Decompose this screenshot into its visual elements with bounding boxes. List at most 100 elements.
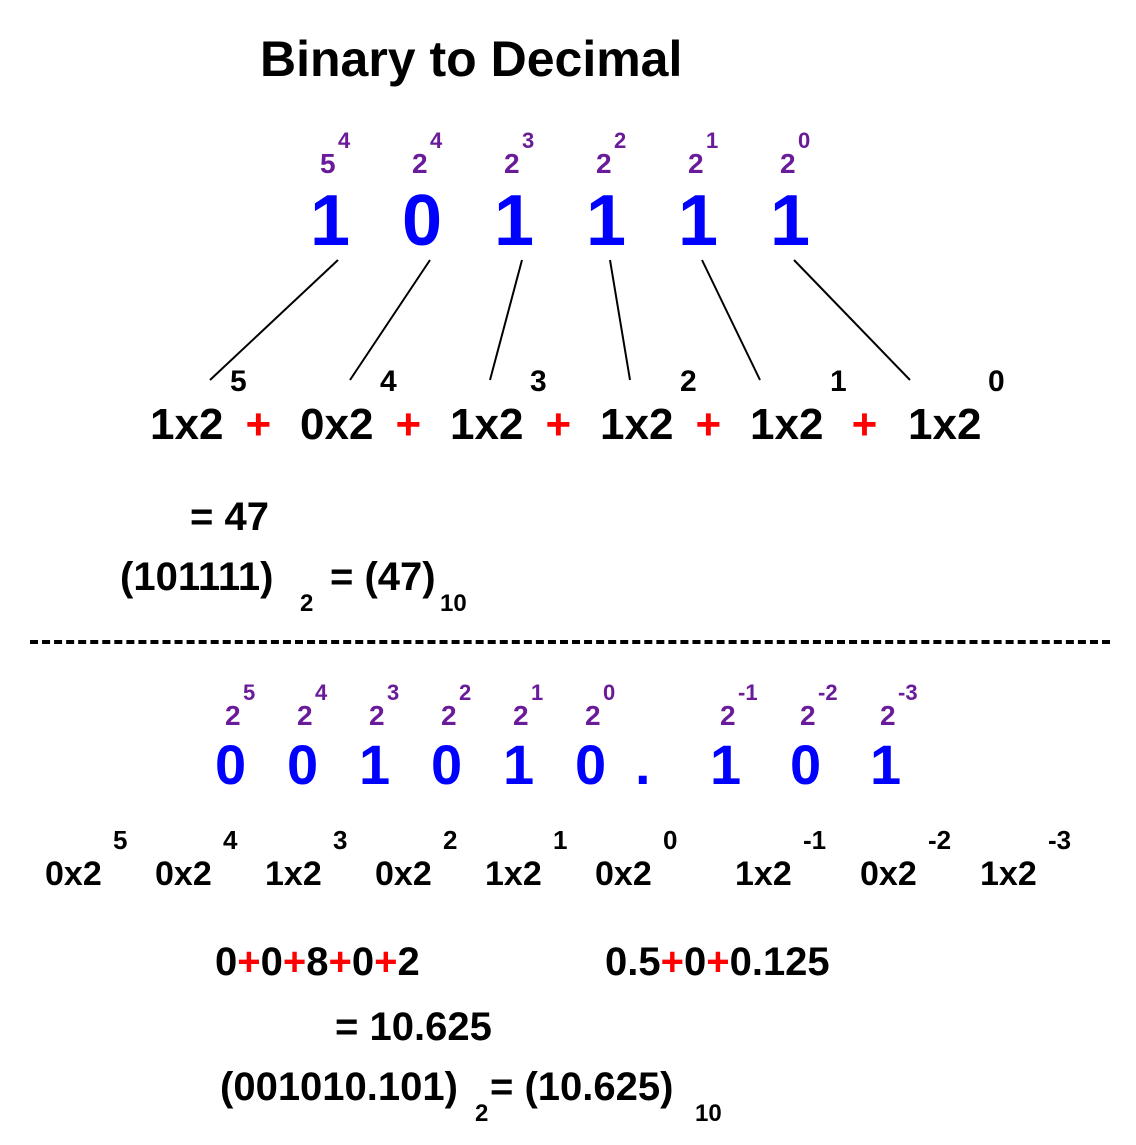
bin-digit: 1 [494, 180, 534, 262]
divider-line [30, 640, 1110, 644]
exp-sup: 5 [113, 825, 127, 856]
pw-base: 2 [513, 700, 529, 732]
note-dec-sub: 10 [440, 590, 467, 618]
pw-exp: 2 [614, 128, 626, 154]
bin-digit: 0 [287, 732, 318, 797]
pw-exp: 2 [459, 680, 471, 706]
exp-d: 1 [980, 855, 999, 893]
exp-sup: 2 [443, 825, 457, 856]
pw-base: 2 [297, 700, 313, 732]
ex2-result: = 10.625 [335, 1005, 492, 1050]
exp-term: 1x2+ [150, 400, 271, 450]
bin-digit: 1 [870, 732, 901, 797]
pw-exp: 3 [522, 128, 534, 154]
plus-icon: + [374, 940, 397, 984]
plus-icon: + [545, 400, 571, 449]
sum-term: 0 [261, 940, 283, 984]
exp-d: 0 [375, 855, 394, 893]
pw-exp: 0 [603, 680, 615, 706]
exp-sup: 4 [223, 825, 237, 856]
exp-term: 1x2 [265, 855, 322, 894]
pw-base: 2 [369, 700, 385, 732]
exp-d: 1 [485, 855, 504, 893]
exp-d: 0 [595, 855, 614, 893]
bin-digit: 1 [586, 180, 626, 262]
exp-d: 0 [155, 855, 174, 893]
exp-sup: 1 [830, 365, 847, 399]
plus-icon: + [661, 940, 684, 984]
bin-digit: 1 [710, 732, 741, 797]
plus-icon: + [395, 400, 421, 449]
exp-sup: 4 [380, 365, 397, 399]
sum-term: 2 [397, 940, 419, 984]
sum-term: 0 [215, 940, 237, 984]
sum-term: 0.125 [730, 940, 830, 984]
bin-digit: 0 [575, 732, 606, 797]
note-bin-sub: 2 [300, 590, 313, 618]
plus-icon: + [237, 940, 260, 984]
pw-exp: 1 [531, 680, 543, 706]
bin-digit: 0 [431, 732, 462, 797]
plus-icon: + [245, 400, 271, 449]
exp-d: 0 [860, 855, 879, 893]
bin-digit: 0 [402, 180, 442, 262]
note-eq: = (10.625) [490, 1065, 673, 1110]
pw-exp: 5 [243, 680, 255, 706]
note-bin-sub: 2 [475, 1100, 488, 1128]
bin-digit: 1 [503, 732, 534, 797]
page-title: Binary to Decimal [260, 30, 682, 88]
pw-base: 2 [412, 148, 428, 180]
note-bin: (101111) [120, 555, 274, 600]
exp-term: 1x2+ [600, 400, 721, 450]
ex1-result: = 47 [190, 495, 269, 540]
exp-sup: 2 [680, 365, 697, 399]
exp-d: 1 [908, 400, 932, 449]
exp-term: 0x2 [155, 855, 212, 894]
exp-sup: 1 [553, 825, 567, 856]
pw-base: 2 [880, 700, 896, 732]
sum-term: 0.5 [605, 940, 661, 984]
sum-term: 0 [352, 940, 374, 984]
exp-d: 1 [265, 855, 284, 893]
pw-exp: -2 [818, 680, 838, 706]
exp-term: 0x2 [45, 855, 102, 894]
pw-base: 2 [441, 700, 457, 732]
bin-digit: 0 [215, 732, 246, 797]
note-eq: = (47) [330, 555, 436, 600]
bin-digit: 1 [359, 732, 390, 797]
pw-exp: -1 [738, 680, 758, 706]
note-bin: (001010.101) [220, 1065, 458, 1110]
exp-sup: -3 [1048, 825, 1071, 856]
exp-d: 1 [750, 400, 774, 449]
pw-base: 2 [585, 700, 601, 732]
pw-base: 2 [596, 148, 612, 180]
exp-sup: -2 [928, 825, 951, 856]
exp-term: 1x2+ [450, 400, 571, 450]
exp-sup: -1 [803, 825, 826, 856]
pw-base: 2 [688, 148, 704, 180]
sum-term: 8 [306, 940, 328, 984]
exp-term: 0x2 [595, 855, 652, 894]
bin-dot: . [635, 732, 651, 797]
pw-exp: 0 [798, 128, 810, 154]
exp-sup: 0 [988, 365, 1005, 399]
pw-base: 2 [504, 148, 520, 180]
pw-exp: 3 [387, 680, 399, 706]
exp-d: 1 [450, 400, 474, 449]
exp-term: 1x2 [908, 400, 981, 450]
plus-icon: + [328, 940, 351, 984]
pw-base: 2 [780, 148, 796, 180]
exp-term: 0x2 [860, 855, 917, 894]
exp-sup: 0 [663, 825, 677, 856]
exp-d: 1 [735, 855, 754, 893]
plus-icon: + [283, 940, 306, 984]
plus-icon: + [706, 940, 729, 984]
exp-sup: 5 [230, 365, 247, 399]
pw-exp: 4 [315, 680, 327, 706]
exp-d: 0 [300, 400, 324, 449]
exp-sup: 3 [333, 825, 347, 856]
exp-term: 0x2+ [300, 400, 421, 450]
bin-digit: 1 [310, 180, 350, 262]
pw-base: 2 [720, 700, 736, 732]
plus-icon: + [695, 400, 721, 449]
